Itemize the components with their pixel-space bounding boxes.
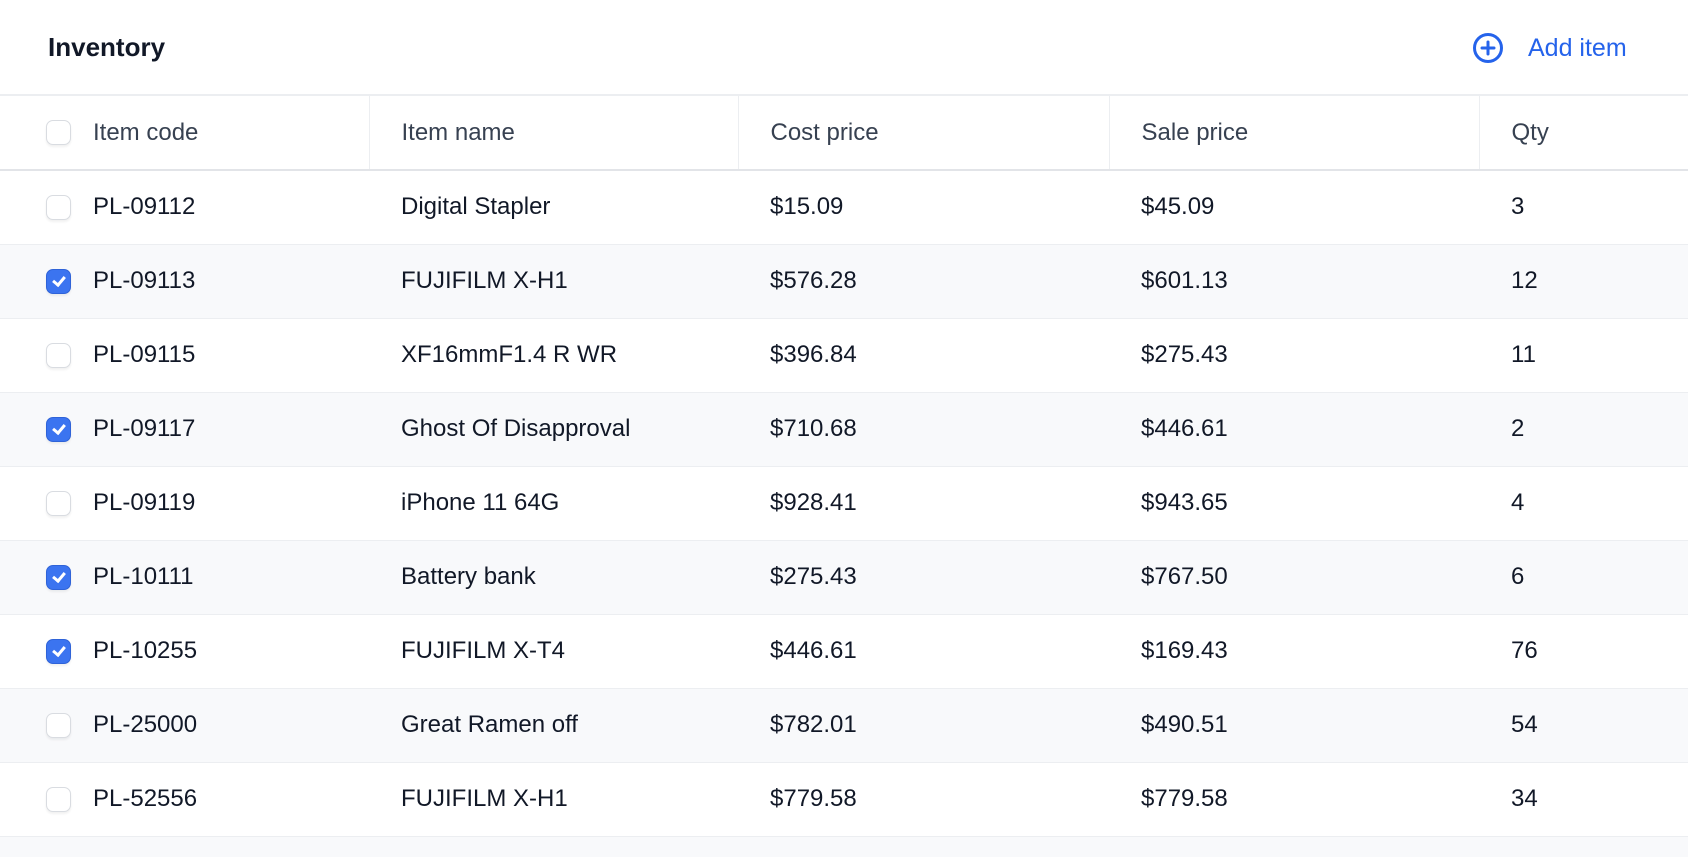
cell-cost-price: $275.43	[738, 540, 1109, 615]
row-checkbox[interactable]	[46, 490, 71, 516]
row-checkbox[interactable]	[46, 416, 71, 442]
cell-item-name: XF16mmF1.4 R WR	[369, 318, 738, 393]
cell-item-code: PL-09112	[0, 170, 369, 245]
column-header-sale-price[interactable]: Sale price	[1109, 96, 1480, 171]
cell-qty: 54	[1479, 688, 1688, 763]
table-header-row: Item code Item name Cost price Sale pric…	[0, 96, 1688, 171]
cell-cost-price: $396.84	[738, 318, 1109, 393]
cell-item-code: PL-52556	[0, 762, 369, 837]
item-code: PL-52556	[93, 785, 198, 812]
item-code: PL-09117	[93, 415, 196, 442]
cell-item-code: PL-09119	[0, 466, 369, 541]
cell-qty: 34	[1479, 762, 1688, 837]
inventory-table: Item code Item name Cost price Sale pric…	[0, 96, 1688, 837]
row-checkbox[interactable]	[46, 564, 71, 590]
cell-item-name: iPhone 11 64G	[369, 466, 738, 541]
cell-item-name: Great Ramen off	[369, 688, 738, 763]
cell-item-name: Battery bank	[369, 540, 738, 615]
item-code: PL-09112	[93, 193, 196, 221]
table-row[interactable]: PL-25000 Great Ramen off $782.01 $490.51 54	[0, 688, 1688, 763]
cell-qty: 12	[1479, 244, 1688, 319]
cell-cost-price: $15.09	[738, 170, 1109, 245]
cell-item-code: PL-10111	[0, 540, 369, 615]
column-label: Item code	[93, 118, 199, 146]
item-code: PL-09115	[93, 341, 196, 368]
table-row[interactable]: PL-52556 FUJIFILM X-H1 $779.58 $779.58 34	[0, 762, 1688, 837]
cell-qty: 76	[1479, 614, 1688, 689]
cell-sale-price: $779.58	[1109, 762, 1479, 837]
cell-qty: 3	[1479, 170, 1688, 245]
cell-qty: 6	[1479, 540, 1688, 615]
cell-item-code: PL-25000	[0, 688, 369, 763]
cell-item-name: FUJIFILM X-T4	[369, 614, 738, 689]
column-header-cost-price[interactable]: Cost price	[738, 96, 1110, 171]
column-header-qty[interactable]: Qty	[1479, 96, 1688, 171]
item-code: PL-25000	[93, 711, 198, 738]
row-checkbox[interactable]	[46, 712, 71, 738]
table-row[interactable]: PL-09113 FUJIFILM X-H1 $576.28 $601.13 12	[0, 244, 1688, 319]
cell-sale-price: $446.61	[1109, 392, 1479, 467]
row-checkbox[interactable]	[46, 638, 71, 664]
cell-cost-price: $576.28	[738, 244, 1109, 319]
table-row[interactable]: PL-09112 Digital Stapler $15.09 $45.09 3	[0, 170, 1688, 245]
cell-sale-price: $767.50	[1109, 540, 1479, 615]
plus-circle-icon	[1473, 33, 1503, 63]
cell-qty: 4	[1479, 466, 1688, 541]
row-checkbox[interactable]	[46, 342, 71, 368]
cell-sale-price: $169.43	[1109, 614, 1479, 689]
cell-cost-price: $446.61	[738, 614, 1109, 689]
select-all-checkbox[interactable]	[46, 120, 71, 145]
cell-sale-price: $490.51	[1109, 688, 1479, 763]
cell-item-name: Ghost Of Disapproval	[369, 392, 738, 467]
row-checkbox[interactable]	[46, 786, 71, 812]
row-checkbox[interactable]	[46, 194, 71, 220]
page-header: Inventory Add item	[0, 0, 1688, 96]
cell-item-name: Digital Stapler	[369, 170, 738, 245]
page-title: Inventory	[48, 32, 166, 62]
cell-sale-price: $275.43	[1109, 318, 1479, 393]
cell-cost-price: $779.58	[738, 762, 1109, 837]
table-row[interactable]: PL-10255 FUJIFILM X-T4 $446.61 $169.43 76	[0, 614, 1688, 689]
item-code: PL-09113	[93, 267, 196, 294]
cell-sale-price: $45.09	[1109, 170, 1479, 245]
add-item-button[interactable]: Add item	[1472, 32, 1627, 64]
cell-item-code: PL-09113	[0, 244, 369, 319]
cell-cost-price: $782.01	[738, 688, 1109, 763]
table-row[interactable]: PL-09119 iPhone 11 64G $928.41 $943.65 4	[0, 466, 1688, 541]
table-row-partial	[0, 836, 1688, 857]
cell-item-name: FUJIFILM X-H1	[369, 244, 738, 319]
cell-cost-price: $928.41	[738, 466, 1109, 541]
item-code: PL-09119	[93, 489, 196, 516]
cell-qty: 2	[1479, 392, 1688, 467]
item-code: PL-10111	[93, 563, 194, 590]
table-row[interactable]: PL-09115 XF16mmF1.4 R WR $396.84 $275.43 11	[0, 318, 1688, 393]
cell-sale-price: $601.13	[1109, 244, 1479, 319]
column-header-item-code[interactable]: Item code	[0, 96, 370, 171]
cell-qty: 11	[1479, 318, 1688, 393]
cell-cost-price: $710.68	[738, 392, 1109, 467]
table-row[interactable]: PL-10111 Battery bank $275.43 $767.50 6	[0, 540, 1688, 615]
cell-sale-price: $943.65	[1109, 466, 1479, 541]
item-code: PL-10255	[93, 637, 198, 664]
cell-item-code: PL-09117	[0, 392, 369, 467]
add-item-label: Add item	[1528, 33, 1627, 62]
cell-item-code: PL-09115	[0, 318, 369, 393]
column-header-item-name[interactable]: Item name	[369, 96, 739, 171]
row-checkbox[interactable]	[46, 268, 71, 294]
table-row[interactable]: PL-09117 Ghost Of Disapproval $710.68 $446.…	[0, 392, 1688, 467]
cell-item-code: PL-10255	[0, 614, 369, 689]
cell-item-name: FUJIFILM X-H1	[369, 762, 738, 837]
